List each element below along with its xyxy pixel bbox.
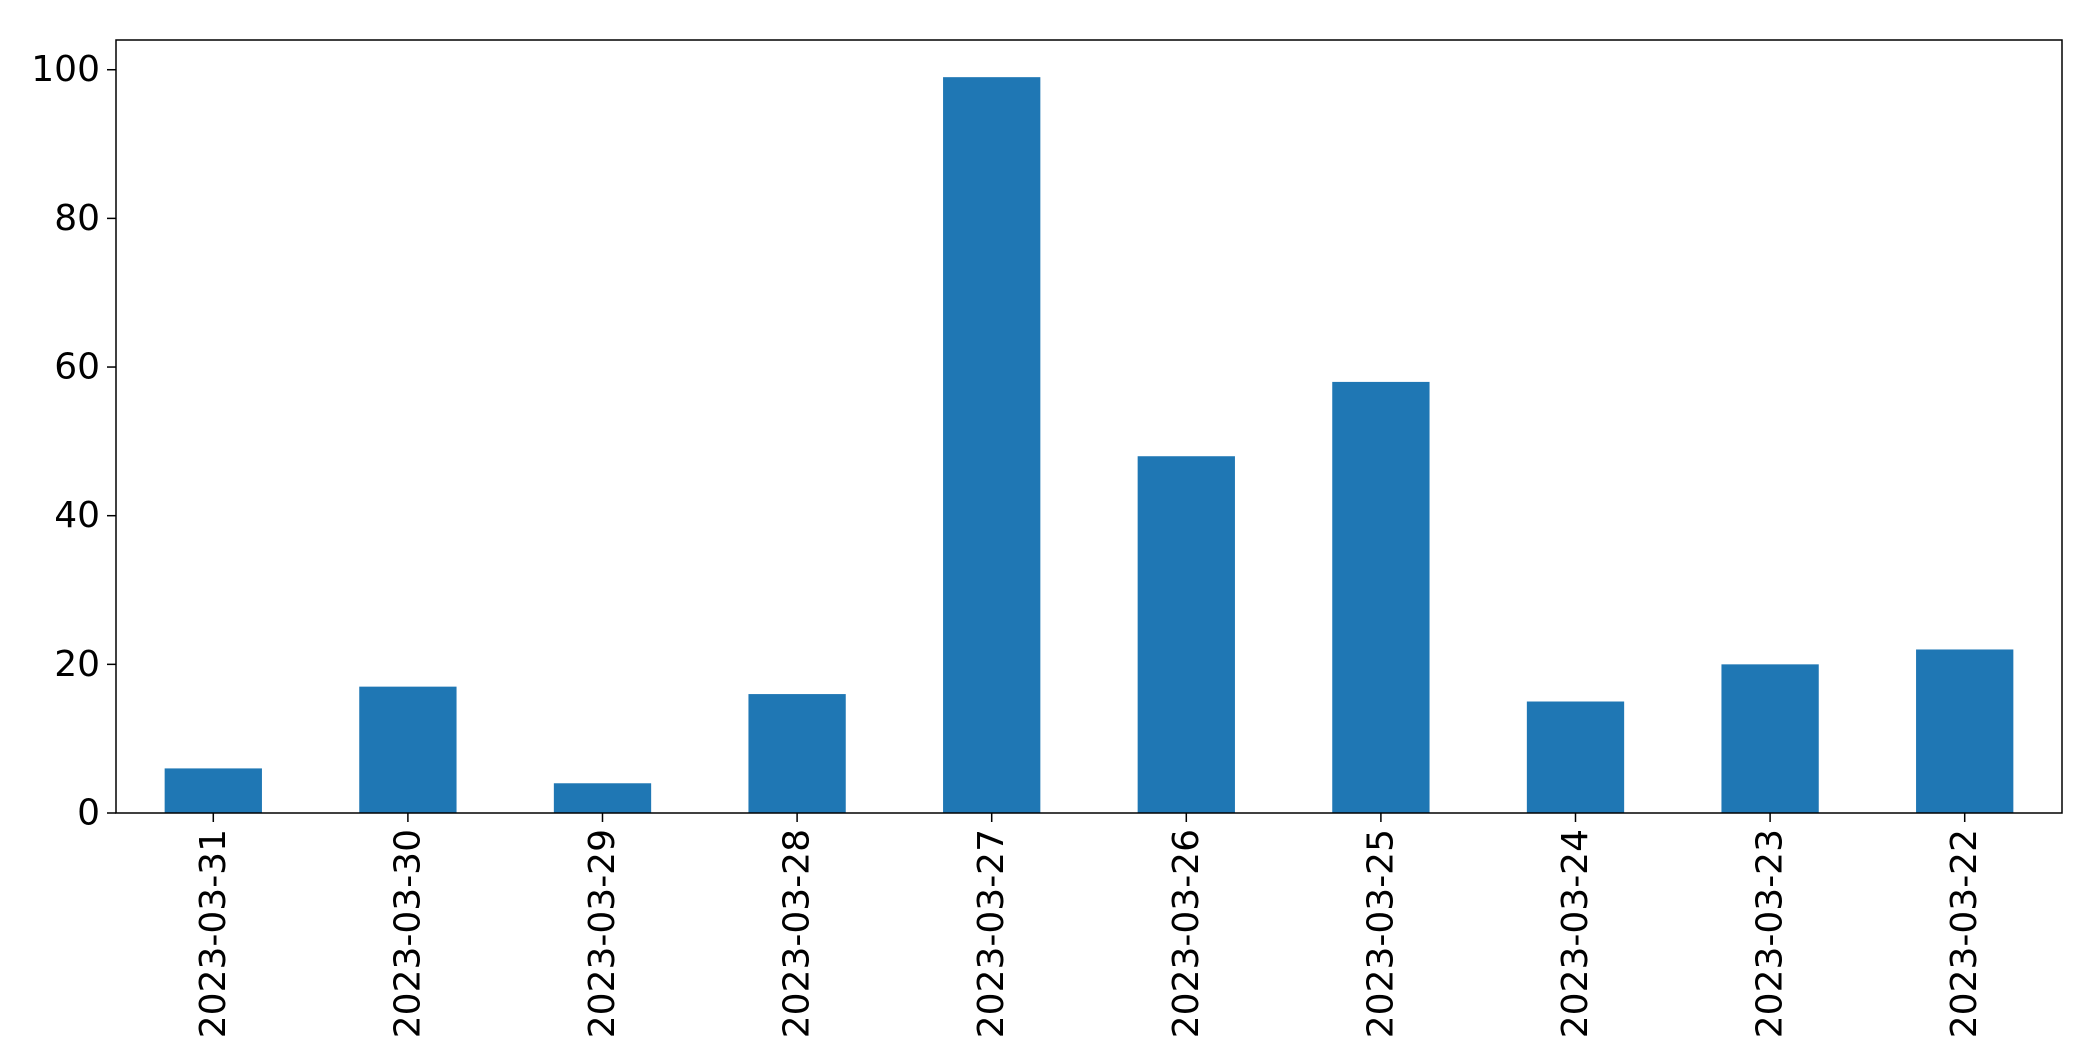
bar-2023-03-31	[164, 768, 262, 813]
x-tick-label: 2023-03-25	[1360, 829, 1401, 1038]
x-tick-label: 2023-03-31	[193, 829, 234, 1038]
bar-2023-03-30	[359, 686, 457, 813]
y-tick-label: 40	[54, 495, 100, 536]
y-axis: 0 20 40 60 80 100	[31, 49, 116, 834]
x-tick-label: 2023-03-29	[582, 829, 623, 1038]
bar-2023-03-29	[553, 783, 652, 813]
y-tick-label: 80	[54, 198, 100, 239]
y-tick-label: 60	[54, 347, 100, 388]
bar-2023-03-28	[748, 694, 846, 813]
x-tick-label: 2023-03-23	[1750, 829, 1791, 1038]
bars-group	[164, 77, 2014, 814]
x-tick-label: 2023-03-24	[1555, 829, 1596, 1038]
x-tick-label: 2023-03-26	[1166, 829, 1207, 1038]
bar-2023-03-27	[943, 77, 1041, 814]
bar-2023-03-24	[1526, 701, 1625, 813]
bar-2023-03-23	[1721, 664, 1819, 813]
x-tick-label: 2023-03-30	[387, 829, 428, 1038]
bar-2023-03-22	[1916, 649, 2014, 813]
bar-2023-03-26	[1137, 456, 1235, 813]
x-tick-label: 2023-03-27	[971, 829, 1012, 1038]
x-axis: 2023-03-31 2023-03-30 2023-03-29 2023-03-28…	[193, 813, 1985, 1038]
y-tick-label: 20	[54, 644, 100, 685]
y-tick-label: 0	[77, 793, 100, 834]
y-tick-label: 100	[31, 49, 100, 90]
bar-2023-03-25	[1332, 381, 1430, 813]
plot-frame	[115, 39, 2063, 814]
x-tick-label: 2023-03-28	[777, 829, 818, 1038]
x-tick-label: 2023-03-22	[1944, 829, 1985, 1038]
